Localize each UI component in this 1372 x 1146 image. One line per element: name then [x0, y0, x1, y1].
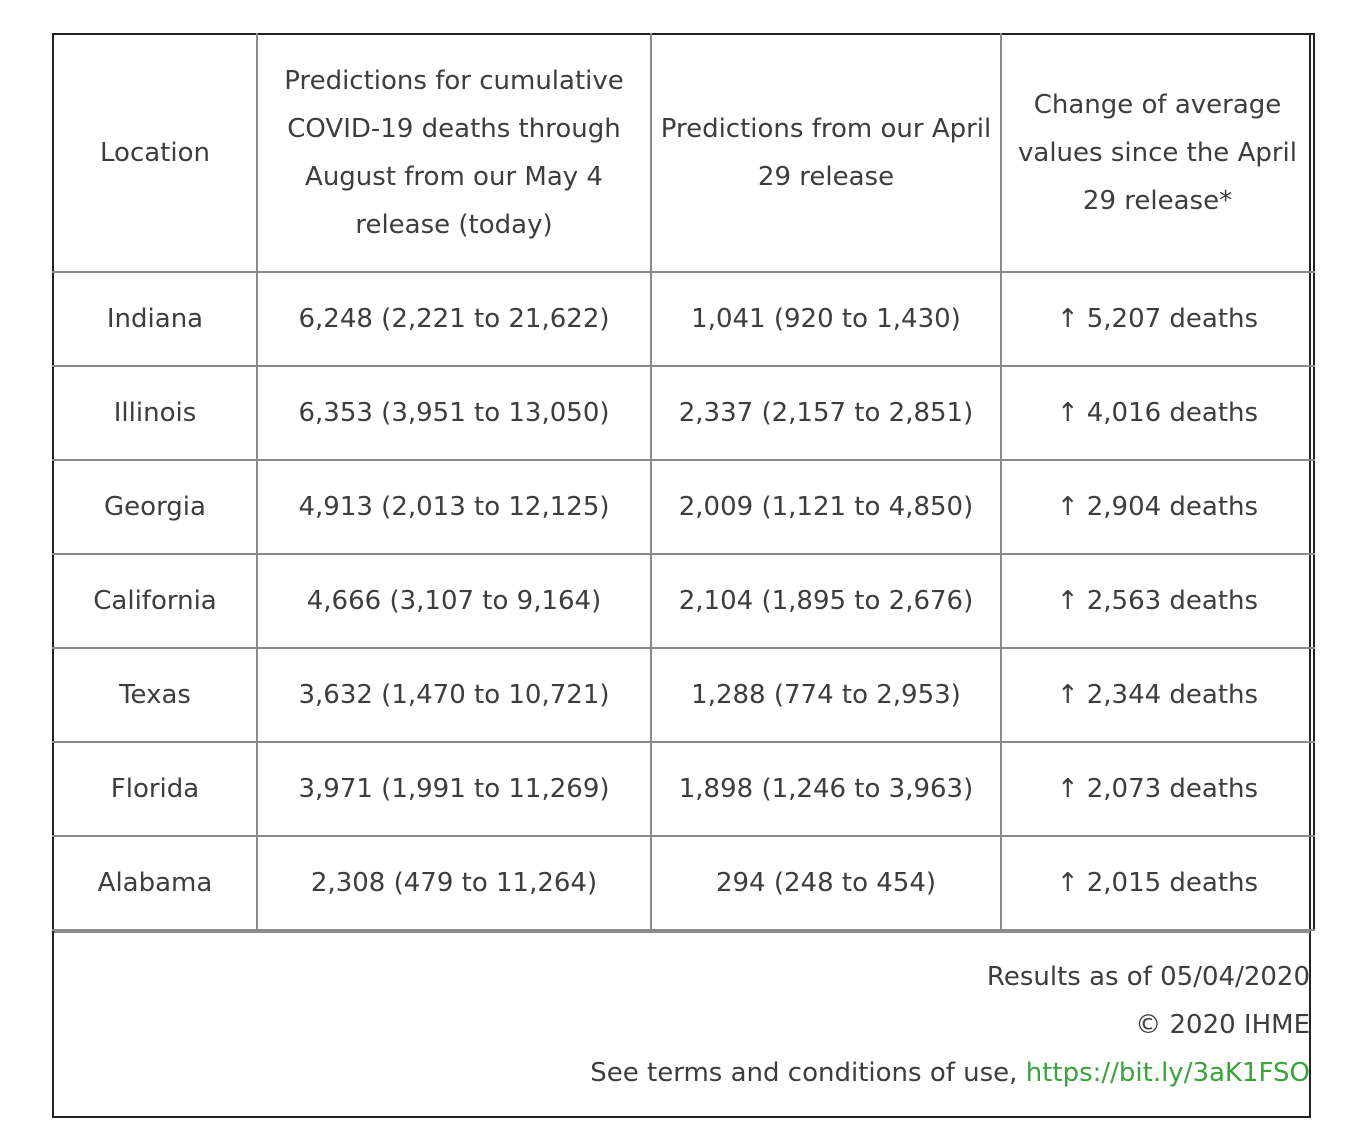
arrow-up-icon: ↑	[1056, 304, 1079, 334]
header-change: Change of average values since the April…	[1000, 33, 1315, 273]
cell-april29: 2,104 (1,895 to 2,676)	[650, 553, 1002, 649]
arrow-up-icon: ↑	[1056, 398, 1079, 428]
cell-april29: 1,288 (774 to 2,953)	[650, 647, 1002, 743]
change-value: 2,015 deaths	[1086, 868, 1259, 898]
cell-april29: 2,337 (2,157 to 2,851)	[650, 365, 1002, 461]
cell-location: Alabama	[52, 835, 258, 931]
table-header-row: Location Predictions for cumulative COVI…	[52, 33, 1315, 273]
cell-location: Illinois	[52, 365, 258, 461]
table-row: Florida 3,971 (1,991 to 11,269) 1,898 (1…	[52, 741, 1315, 837]
cell-april29: 1,898 (1,246 to 3,963)	[650, 741, 1002, 837]
cell-change: ↑ 2,073 deaths	[1000, 741, 1315, 837]
copyright-notice: © 2020 IHME	[1135, 1010, 1310, 1040]
terms-link[interactable]: https://bit.ly/3aK1FSO	[1025, 1058, 1310, 1088]
header-april29-predictions: Predictions from our April 29 release	[650, 33, 1002, 273]
table-footer: Results as of 05/04/2020 © 2020 IHME See…	[54, 931, 1310, 1116]
table-row: California 4,666 (3,107 to 9,164) 2,104 …	[52, 553, 1315, 649]
cell-april29: 1,041 (920 to 1,430)	[650, 271, 1002, 367]
cell-change: ↑ 4,016 deaths	[1000, 365, 1315, 461]
table-row: Illinois 6,353 (3,951 to 13,050) 2,337 (…	[52, 365, 1315, 461]
results-date: Results as of 05/04/2020	[986, 962, 1310, 992]
cell-change: ↑ 2,904 deaths	[1000, 459, 1315, 555]
arrow-up-icon: ↑	[1056, 774, 1079, 804]
change-value: 5,207 deaths	[1086, 304, 1259, 334]
change-value: 2,073 deaths	[1086, 774, 1259, 804]
cell-may4: 3,632 (1,470 to 10,721)	[256, 647, 652, 743]
table-row: Texas 3,632 (1,470 to 10,721) 1,288 (774…	[52, 647, 1315, 743]
change-value: 2,904 deaths	[1086, 492, 1259, 522]
table-row: Indiana 6,248 (2,221 to 21,622) 1,041 (9…	[52, 271, 1315, 367]
cell-april29: 2,009 (1,121 to 4,850)	[650, 459, 1002, 555]
arrow-up-icon: ↑	[1056, 680, 1079, 710]
cell-may4: 6,353 (3,951 to 13,050)	[256, 365, 652, 461]
cell-location: California	[52, 553, 258, 649]
cell-may4: 6,248 (2,221 to 21,622)	[256, 271, 652, 367]
terms-text: See terms and conditions of use,	[590, 1058, 1026, 1088]
cell-change: ↑ 2,344 deaths	[1000, 647, 1315, 743]
header-location: Location	[52, 33, 258, 273]
cell-location: Indiana	[52, 271, 258, 367]
change-value: 2,344 deaths	[1086, 680, 1259, 710]
change-value: 2,563 deaths	[1086, 586, 1259, 616]
cell-location: Georgia	[52, 459, 258, 555]
arrow-up-icon: ↑	[1056, 586, 1079, 616]
change-value: 4,016 deaths	[1086, 398, 1259, 428]
cell-change: ↑ 2,563 deaths	[1000, 553, 1315, 649]
header-may4-predictions: Predictions for cumulative COVID-19 deat…	[256, 33, 652, 273]
cell-april29: 294 (248 to 454)	[650, 835, 1002, 931]
cell-change: ↑ 2,015 deaths	[1000, 835, 1315, 931]
cell-may4: 4,913 (2,013 to 12,125)	[256, 459, 652, 555]
arrow-up-icon: ↑	[1056, 868, 1079, 898]
terms-line: See terms and conditions of use, https:/…	[54, 1049, 1310, 1097]
arrow-up-icon: ↑	[1056, 492, 1079, 522]
cell-may4: 4,666 (3,107 to 9,164)	[256, 553, 652, 649]
cell-may4: 2,308 (479 to 11,264)	[256, 835, 652, 931]
cell-location: Texas	[52, 647, 258, 743]
table-row: Georgia 4,913 (2,013 to 12,125) 2,009 (1…	[52, 459, 1315, 555]
cell-location: Florida	[52, 741, 258, 837]
cell-may4: 3,971 (1,991 to 11,269)	[256, 741, 652, 837]
predictions-table: Location Predictions for cumulative COVI…	[52, 33, 1315, 931]
cell-change: ↑ 5,207 deaths	[1000, 271, 1315, 367]
table-row: Alabama 2,308 (479 to 11,264) 294 (248 t…	[52, 835, 1315, 931]
